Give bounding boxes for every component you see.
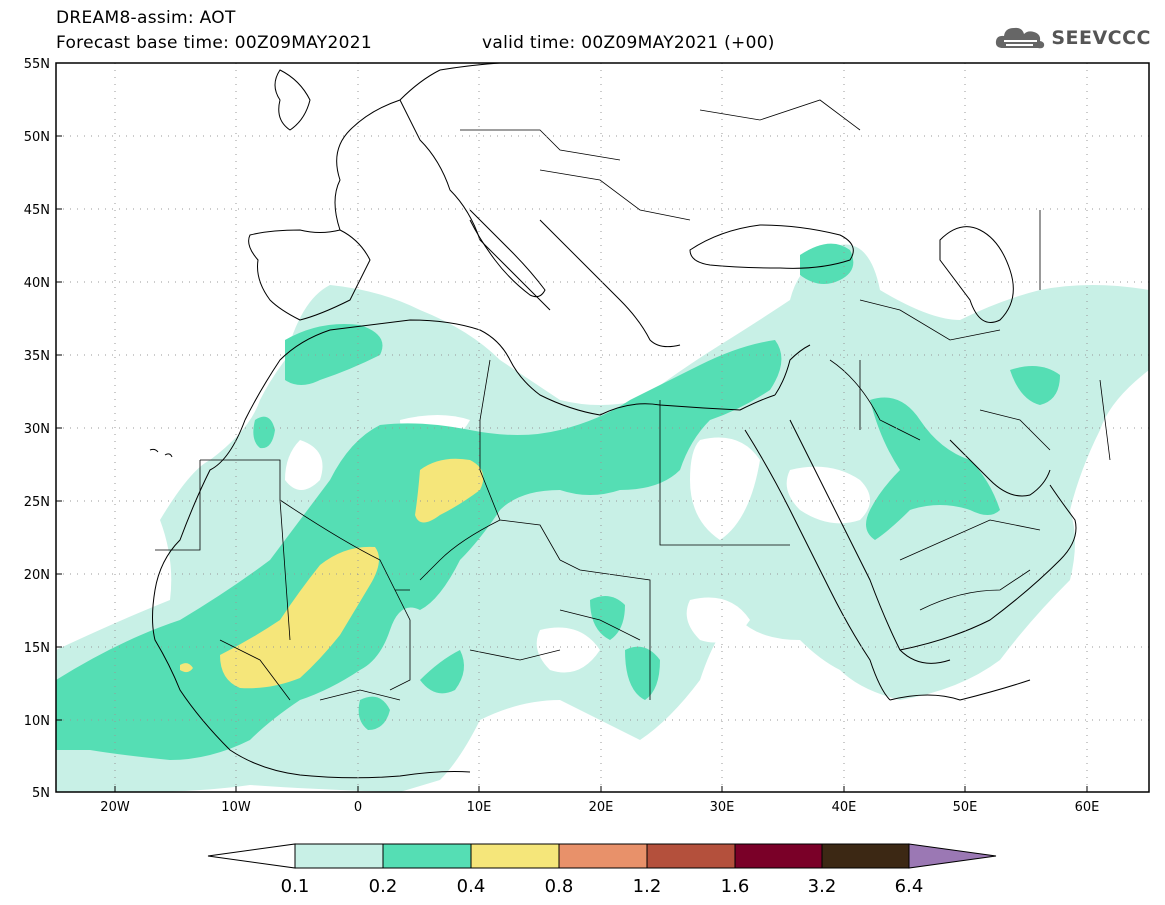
coastlines [149,63,1077,779]
lat-label: 35N [24,349,50,364]
lon-axis: 20W 10W 0 10E 20E 30E 40E 50E 60E [100,786,1099,815]
lat-label: 25N [24,495,50,510]
colorbar-tick: 1.2 [633,876,662,897]
valid-time: valid time: 00Z09MAY2021 (+00) [482,33,775,53]
lon-label: 20W [100,800,130,815]
colorbar-over-arrow [908,843,997,869]
lat-label: 55N [24,57,50,72]
colorbar-swatch-5 [646,843,736,869]
lon-label: 0 [354,800,362,815]
colorbar-tick: 1.6 [721,876,750,897]
logo-text: SEEVCCC [1051,27,1151,49]
lon-label: 40E [832,800,857,815]
lon-label: 20E [589,800,614,815]
lat-label: 50N [24,130,50,145]
colorbar-under-arrow [207,843,296,869]
lat-label: 5N [32,786,50,801]
borders [155,99,1111,701]
forecast-base-time: Forecast base time: 00Z09MAY2021 [56,33,372,53]
lon-label: 10E [467,800,492,815]
colorbar-tick: 3.2 [808,876,837,897]
lat-label: 45N [24,203,50,218]
colorbar-swatch-7 [821,843,910,869]
colorbar-tick: 0.1 [281,876,310,897]
colorbar: 0.1 0.2 0.4 0.8 1.2 1.6 3.2 6.4 [207,843,997,897]
lon-label: 60E [1075,800,1100,815]
colorbar-swatch-4 [558,843,648,869]
seevccc-logo: SEEVCCC [993,22,1151,54]
lat-label: 40N [24,276,50,291]
aot-band-0.4 [180,458,484,689]
aot-gaps [285,415,870,673]
colorbar-swatch-6 [734,843,823,869]
lon-label: 50E [953,800,978,815]
lat-label: 15N [24,641,50,656]
lon-label: 30E [710,800,735,815]
colorbar-swatch-2 [382,843,472,869]
lat-label: 10N [24,714,50,729]
lon-label: 10W [221,800,251,815]
colorbar-swatch-1 [294,843,384,869]
colorbar-tick: 0.2 [369,876,398,897]
cloud-icon [996,27,1045,49]
graticule [56,63,1149,792]
lat-axis: 55N 50N 45N 40N 35N 30N 25N 20N 15N 10N … [24,57,62,801]
lat-label: 30N [24,422,50,437]
lat-label: 20N [24,568,50,583]
chart-title: DREAM8-assim: AOT [56,8,236,28]
colorbar-tick: 0.8 [545,876,574,897]
colorbar-swatch-3 [470,843,560,869]
colorbar-tick: 6.4 [895,876,924,897]
colorbar-tick: 0.4 [457,876,486,897]
